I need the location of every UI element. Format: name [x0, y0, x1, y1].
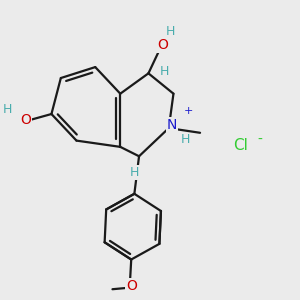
Text: Cl: Cl [233, 138, 248, 153]
Text: +: + [184, 106, 193, 116]
Text: N: N [167, 118, 177, 132]
Text: H: H [160, 65, 169, 78]
Text: H: H [130, 166, 139, 179]
Text: O: O [126, 279, 137, 293]
Text: H: H [180, 134, 190, 146]
Text: O: O [157, 38, 168, 52]
Text: H: H [2, 103, 12, 116]
Text: O: O [20, 113, 31, 127]
Text: H: H [166, 25, 175, 38]
Text: -: - [258, 133, 262, 147]
